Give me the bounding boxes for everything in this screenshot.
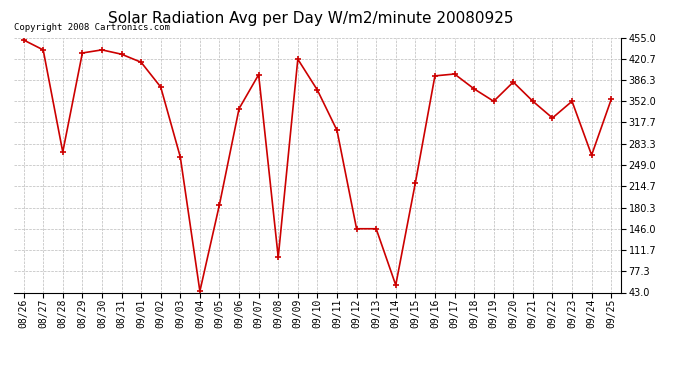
- Text: Solar Radiation Avg per Day W/m2/minute 20080925: Solar Radiation Avg per Day W/m2/minute …: [108, 11, 513, 26]
- Text: Copyright 2008 Cartronics.com: Copyright 2008 Cartronics.com: [14, 23, 170, 32]
